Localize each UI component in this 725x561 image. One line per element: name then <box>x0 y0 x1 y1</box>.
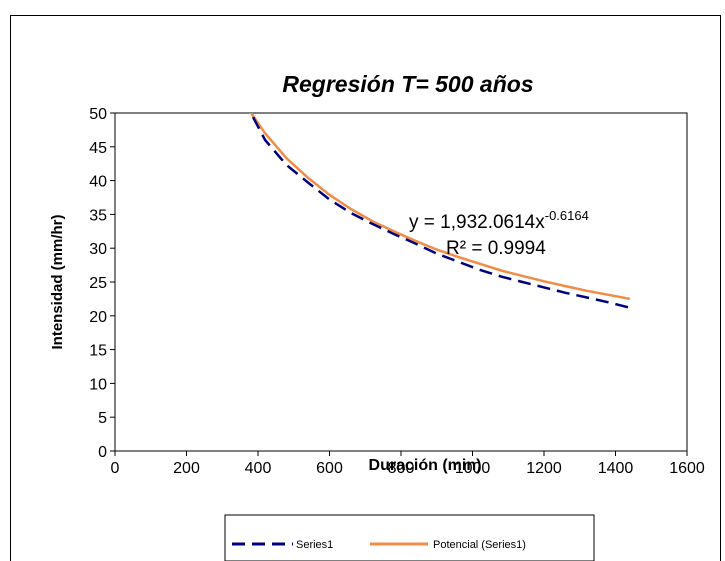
plot-area <box>114 112 688 452</box>
x-tick-label: 0 <box>111 460 120 477</box>
y-tick-label: 30 <box>89 241 107 258</box>
x-axis-label: Duración (min) <box>369 457 482 474</box>
legend-label-series1: Series1 <box>296 539 333 551</box>
y-tick-label: 0 <box>98 444 107 461</box>
y-tick-label: 35 <box>89 207 107 224</box>
chart-title: Regresión T= 500 años <box>282 71 533 97</box>
x-axis: 0 200 400 600 800 1000 1200 1400 1600 <box>111 451 705 477</box>
y-tick-label: 5 <box>98 410 107 427</box>
series-line-potencial <box>249 113 631 301</box>
y-tick-label: 25 <box>89 275 107 292</box>
x-tick-label: 1200 <box>526 460 562 477</box>
series-line-series1 <box>249 113 631 309</box>
y-tick-label: 15 <box>89 343 107 360</box>
x-tick-label: 1600 <box>669 460 705 477</box>
equation-base: y = 1,932.0614x <box>409 212 545 233</box>
x-tick-label: 1400 <box>598 460 634 477</box>
trendline-equation: y = 1,932.0614x-0.6164 <box>409 208 589 233</box>
legend: Series1 Potencial (Series1) <box>224 514 595 561</box>
legend-label-potencial: Potencial (Series1) <box>433 539 526 551</box>
y-tick-label: 20 <box>89 309 107 326</box>
y-tick-label: 45 <box>89 140 107 157</box>
x-tick-label: 1000 <box>455 460 491 477</box>
equation-exponent: -0.6164 <box>545 208 589 223</box>
x-tick-label: 800 <box>388 460 415 477</box>
x-tick-label: 600 <box>316 460 343 477</box>
legend-box <box>224 514 595 561</box>
x-tick-label: 200 <box>173 460 200 477</box>
r-squared: R² = 0.9994 <box>446 238 546 259</box>
x-tick-label: 400 <box>245 460 272 477</box>
y-tick-label: 40 <box>89 174 107 191</box>
y-axis-label: Intensidad (mm/hr) <box>49 214 66 349</box>
y-tick-label: 10 <box>89 376 107 393</box>
y-tick-label: 50 <box>89 106 107 123</box>
chart-area <box>10 15 721 561</box>
y-axis: 0 5 10 15 20 25 30 35 40 45 50 <box>89 106 115 461</box>
